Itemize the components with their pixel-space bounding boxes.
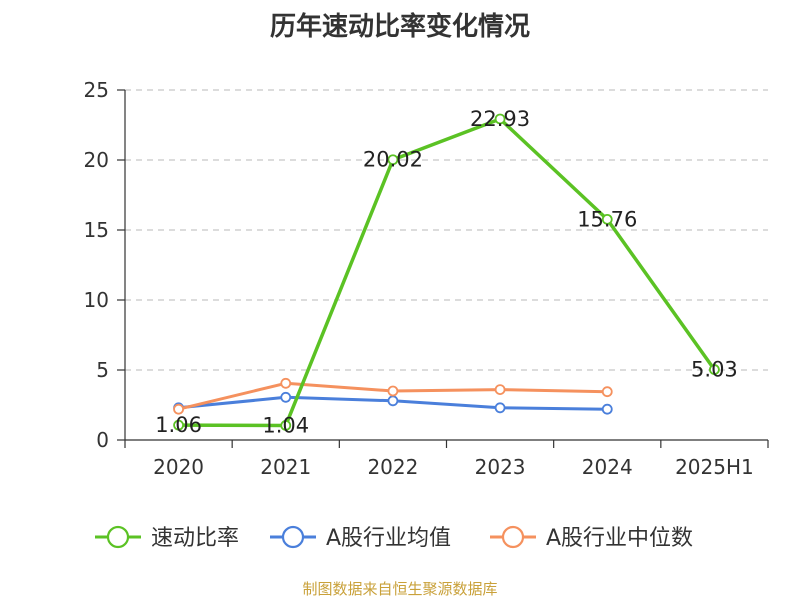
x-tick-label: 2023: [475, 455, 526, 479]
data-point: [280, 391, 292, 403]
legend-marker: [501, 525, 525, 549]
data-point: [280, 377, 292, 389]
y-tick-label: 0: [96, 428, 109, 452]
data-point: [280, 420, 292, 431]
y-tick-label: 5: [96, 358, 109, 382]
axes: 0 5 10 15 20 25 2020 2021 2022 2023 2024 2025H1: [84, 78, 769, 479]
y-tick-label: 10: [84, 288, 109, 312]
legend-label: A股行业中位数: [546, 526, 693, 551]
x-tick-label: 2024: [582, 455, 633, 479]
data-label: 5.03: [691, 358, 738, 382]
legend-marker: [281, 525, 305, 549]
data-label: 15.76: [577, 207, 637, 231]
data-point: [387, 154, 399, 166]
y-tick-label: 20: [84, 148, 109, 172]
legend-item-0[interactable]: 速动比率: [95, 525, 239, 551]
series-line-0: [178, 117, 716, 428]
data-point: [494, 113, 506, 125]
x-tick-label: 2020: [153, 455, 204, 479]
grid-lines: [125, 89, 768, 371]
data-label: 20.02: [363, 148, 423, 172]
data-point: [494, 384, 506, 396]
legend-label: A股行业均值: [326, 526, 451, 551]
y-tick-label: 25: [84, 78, 109, 102]
data-label: 1.04: [262, 413, 309, 437]
x-tick-label: 2022: [367, 455, 418, 479]
data-point: [173, 403, 184, 415]
legend-marker: [106, 525, 130, 549]
legend-label: 速动比率: [151, 526, 239, 551]
data-point: [387, 395, 399, 407]
x-tick-label: 2021: [260, 455, 311, 479]
data-point: [601, 403, 613, 415]
data-point: [494, 402, 506, 414]
data-point: [601, 213, 613, 225]
data-point: [173, 419, 184, 431]
legend-item-1[interactable]: A股行业均值: [270, 525, 451, 551]
data-point: [387, 385, 399, 397]
data-point: [709, 364, 720, 375]
data-labels: 1.06 1.04 20.02 22.93 15.76 5.03: [155, 107, 738, 437]
source-note: 制图数据来自恒生聚源数据库: [302, 580, 498, 598]
chart-title: 历年速动比率变化情况: [269, 12, 530, 42]
series-lines: [173, 113, 720, 431]
data-label: 22.93: [470, 107, 530, 131]
data-point: [601, 386, 613, 398]
legend[interactable]: 速动比率 A股行业均值 A股行业中位数: [95, 525, 693, 551]
x-tick-label: 2025H1: [675, 455, 754, 479]
legend-item-2[interactable]: A股行业中位数: [490, 525, 693, 551]
data-label: 1.06: [155, 413, 202, 437]
y-tick-label: 15: [84, 218, 109, 242]
